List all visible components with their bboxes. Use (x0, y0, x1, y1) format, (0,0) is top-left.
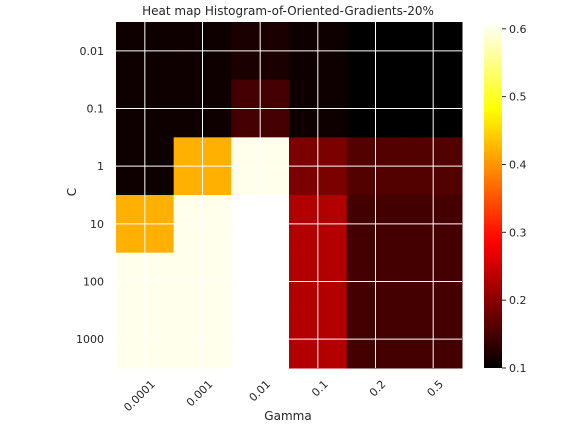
colorbar (484, 22, 502, 368)
y-tick-label: 100 (83, 276, 104, 289)
chart-title: Heat map Histogram-of-Oriented-Gradients… (142, 4, 434, 18)
y-tick-label: 1 (97, 160, 104, 173)
plot-area (116, 22, 463, 369)
colorbar-tick-label: 0.2 (509, 294, 527, 307)
x-tick-label: 0.001 (184, 378, 215, 409)
colorbar-tick-label: 0.6 (509, 23, 527, 36)
x-tick-label: 0.2 (367, 378, 389, 400)
colorbar-tick-label: 0.1 (509, 362, 527, 375)
y-tick-label: 0.01 (80, 45, 105, 58)
y-tick-label: 1000 (76, 333, 104, 346)
x-tick-label: 0.0001 (121, 378, 157, 414)
colorbar-tick-label: 0.4 (509, 158, 527, 171)
x-axis-label: Gamma (264, 409, 311, 423)
grid-lines (116, 22, 462, 368)
colorbar-tick-label: 0.3 (509, 226, 527, 239)
y-axis-label: C (65, 188, 79, 196)
x-tick-label: 0.01 (247, 378, 274, 405)
y-axis-ticks: 0.01 0.1 1 10 100 1000 (76, 45, 104, 346)
colorbar-tick-label: 0.5 (509, 91, 527, 104)
y-tick-label: 0.1 (87, 103, 105, 116)
colorbar-ticks: 0.1 0.2 0.3 0.4 0.5 0.6 (502, 23, 527, 375)
x-tick-label: 0.1 (309, 378, 331, 400)
x-tick-label: 0.5 (425, 378, 447, 400)
y-tick-label: 10 (90, 218, 104, 231)
